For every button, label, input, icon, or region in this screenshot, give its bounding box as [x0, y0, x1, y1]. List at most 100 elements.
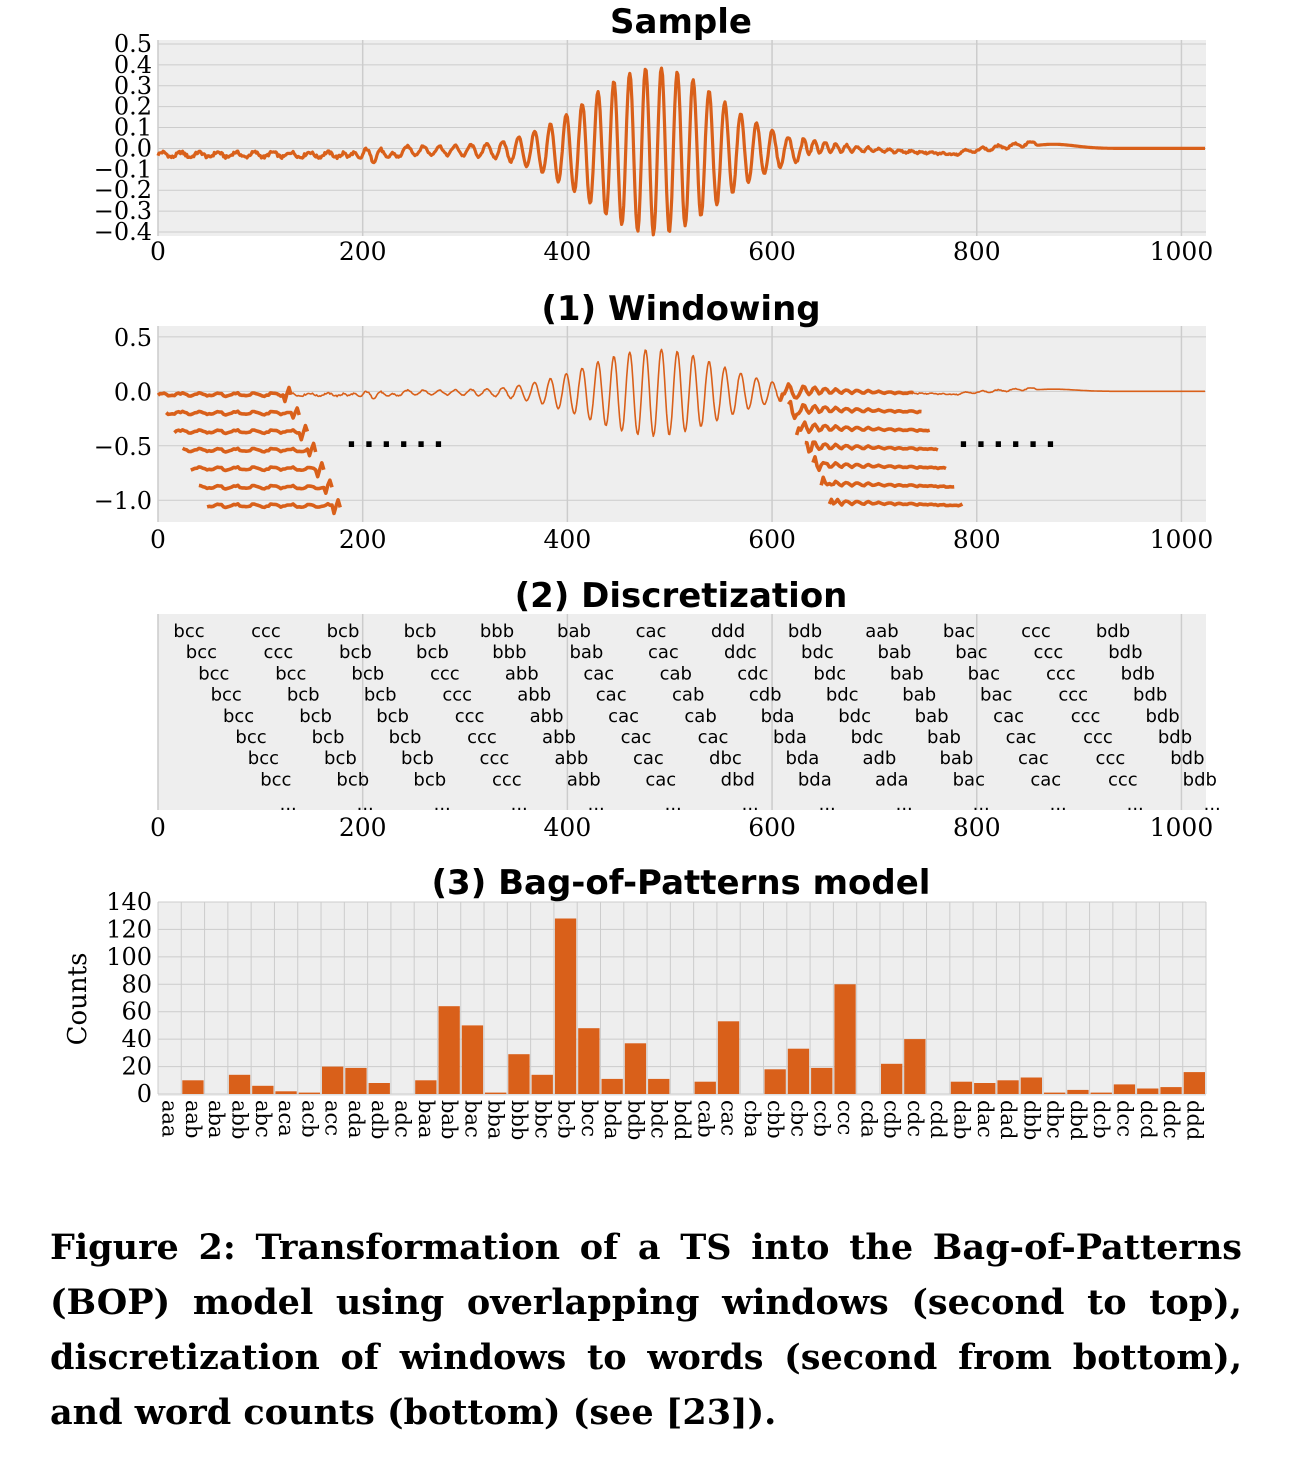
discretization-word: bcb: [376, 706, 409, 727]
bop-bar-abb: [228, 1074, 251, 1094]
discretization-word: bcc: [248, 748, 279, 769]
discretization-word: ccc: [1058, 685, 1088, 706]
panel-windowing-title: (1) Windowing: [541, 289, 820, 329]
bop-xtick-label: bcc: [577, 1100, 601, 1137]
discretization-word: cac: [636, 621, 667, 642]
bop-xtick-label: dbb: [1019, 1100, 1043, 1140]
bop-bar-cac: [717, 1021, 740, 1094]
panel-bop: (3) Bag-of-Patterns model 02040608010012…: [63, 863, 1207, 1140]
panel-bop-background: [158, 902, 1206, 1096]
bop-bar-abc: [252, 1085, 274, 1094]
discretization-word: ccc: [1046, 663, 1076, 684]
discretization-word: ccc: [480, 748, 510, 769]
bop-xtick-label: bac: [460, 1100, 484, 1138]
window-right-4: [811, 454, 947, 473]
window-left-0: [156, 385, 293, 404]
bop-bar-cbc: [787, 1048, 810, 1094]
discretization-ellipsis: ...: [434, 794, 451, 815]
discretization-ellipsis: ...: [1204, 794, 1221, 815]
bop-bar-baa: [415, 1080, 437, 1094]
discretization-word: abb: [505, 663, 539, 684]
discretization-word: bac: [968, 663, 1000, 684]
discretization-word: ccc: [1108, 769, 1138, 790]
discretization-word: bdc: [813, 663, 846, 684]
bop-bar-ddc: [1160, 1087, 1182, 1094]
bop-bar-bbb: [508, 1054, 530, 1094]
bop-xtick-label: bdd: [670, 1100, 694, 1140]
discretization-word: bcc: [260, 769, 291, 790]
bop-xtick-label: dcd: [1136, 1100, 1160, 1139]
bop-xtick-label: aba: [204, 1100, 228, 1138]
discretization-word: bda: [785, 748, 819, 769]
discretization-word: bda: [761, 706, 795, 727]
discretization-word: cdc: [737, 663, 768, 684]
bop-bar-aab: [182, 1080, 204, 1094]
discretization-word: abb: [554, 748, 588, 769]
sample-ytick-label: 0.4: [114, 51, 152, 79]
discretization-word: bac: [955, 642, 987, 663]
figure-canvas: Sample 0 200 400 600 800 1000 0.50.40.30.20.1…: [63, 2, 1221, 1140]
bop-xtick-label: cbb: [763, 1100, 787, 1139]
windowing-ellipsis-right: ......: [958, 420, 1062, 455]
discretization-word: ccc: [1021, 621, 1051, 642]
bop-bar-bcc: [578, 1028, 600, 1094]
discretization-word: bcb: [339, 642, 372, 663]
discretization-word: bcc: [235, 727, 266, 748]
discretization-word: ccc: [1096, 748, 1126, 769]
discretization-word: dbc: [709, 748, 742, 769]
discretization-word: bdb: [1158, 727, 1192, 748]
panel-windowing: (1) Windowing ...... ...... 0 200 400 600 80…: [94, 289, 1214, 554]
bop-bar-dad: [997, 1080, 1019, 1094]
bop-xtick-label: bbb: [507, 1100, 531, 1140]
bop-xtick-label: cda: [856, 1100, 880, 1138]
bop-bar-aca: [275, 1091, 297, 1094]
discretization-word: bdb: [1133, 685, 1167, 706]
bop-xtick-label: bbc: [530, 1100, 554, 1139]
discretization-word: bdc: [826, 685, 859, 706]
windowing-ytick-label: 0.5: [114, 324, 152, 352]
bop-xtick-label: cac: [717, 1100, 741, 1136]
window-left-3: [181, 441, 318, 458]
discretization-word: cac: [993, 706, 1024, 727]
discretization-word: bcb: [324, 748, 357, 769]
discretization-word: bdb: [1183, 769, 1217, 790]
bop-bar-ccc: [834, 984, 856, 1094]
discretization-word: bdb: [1121, 663, 1155, 684]
bop-ytick-label: 20: [121, 1053, 152, 1081]
bop-xtick-label: cbc: [786, 1100, 810, 1137]
bop-ytick-label: 120: [106, 915, 152, 943]
discretization-word: ddd: [711, 621, 745, 642]
windowing-ellipsis-left: ......: [346, 420, 450, 455]
discretization-word: ccc: [1034, 642, 1064, 663]
bop-bar-cbb: [764, 1069, 786, 1094]
panel-bop-ylabel: Counts: [63, 953, 93, 1046]
window-right-1: [786, 399, 922, 421]
discretization-word: ccc: [430, 663, 460, 684]
discretization-word: cac: [1018, 748, 1049, 769]
discretization-ellipsis: ...: [973, 794, 990, 815]
discretization-word: bab: [939, 748, 973, 769]
bop-bar-dac: [974, 1083, 996, 1094]
discretization-ellipsis: ...: [280, 794, 297, 815]
discretization-word: bdc: [801, 642, 834, 663]
discretization-word: ccc: [492, 769, 522, 790]
discretization-word: bdc: [838, 706, 871, 727]
discretization-ellipsis: ...: [1050, 794, 1067, 815]
windowing-xtick-label: 200: [339, 525, 387, 554]
discretization-word: ccc: [442, 685, 472, 706]
discretization-ellipsis: ...: [819, 794, 836, 815]
discretization-word: ccc: [264, 642, 294, 663]
bop-xtick-label: dac: [973, 1100, 997, 1138]
bop-xtick-label: bda: [600, 1100, 624, 1139]
windowing-ytick-label: −0.5: [94, 433, 152, 461]
discretization-word: cac: [621, 727, 652, 748]
discretization-word: cac: [698, 727, 729, 748]
discretization-word: ccc: [1083, 727, 1113, 748]
discretization-word: bab: [902, 685, 936, 706]
sample-xtick-label: 200: [339, 237, 387, 266]
discretization-word: bcc: [173, 621, 204, 642]
discretization-ellipsis: ...: [1127, 794, 1144, 815]
bop-xtick-label: ddc: [1159, 1100, 1183, 1139]
discretization-word: bcb: [389, 727, 422, 748]
discretization-word: bdb: [1145, 706, 1179, 727]
